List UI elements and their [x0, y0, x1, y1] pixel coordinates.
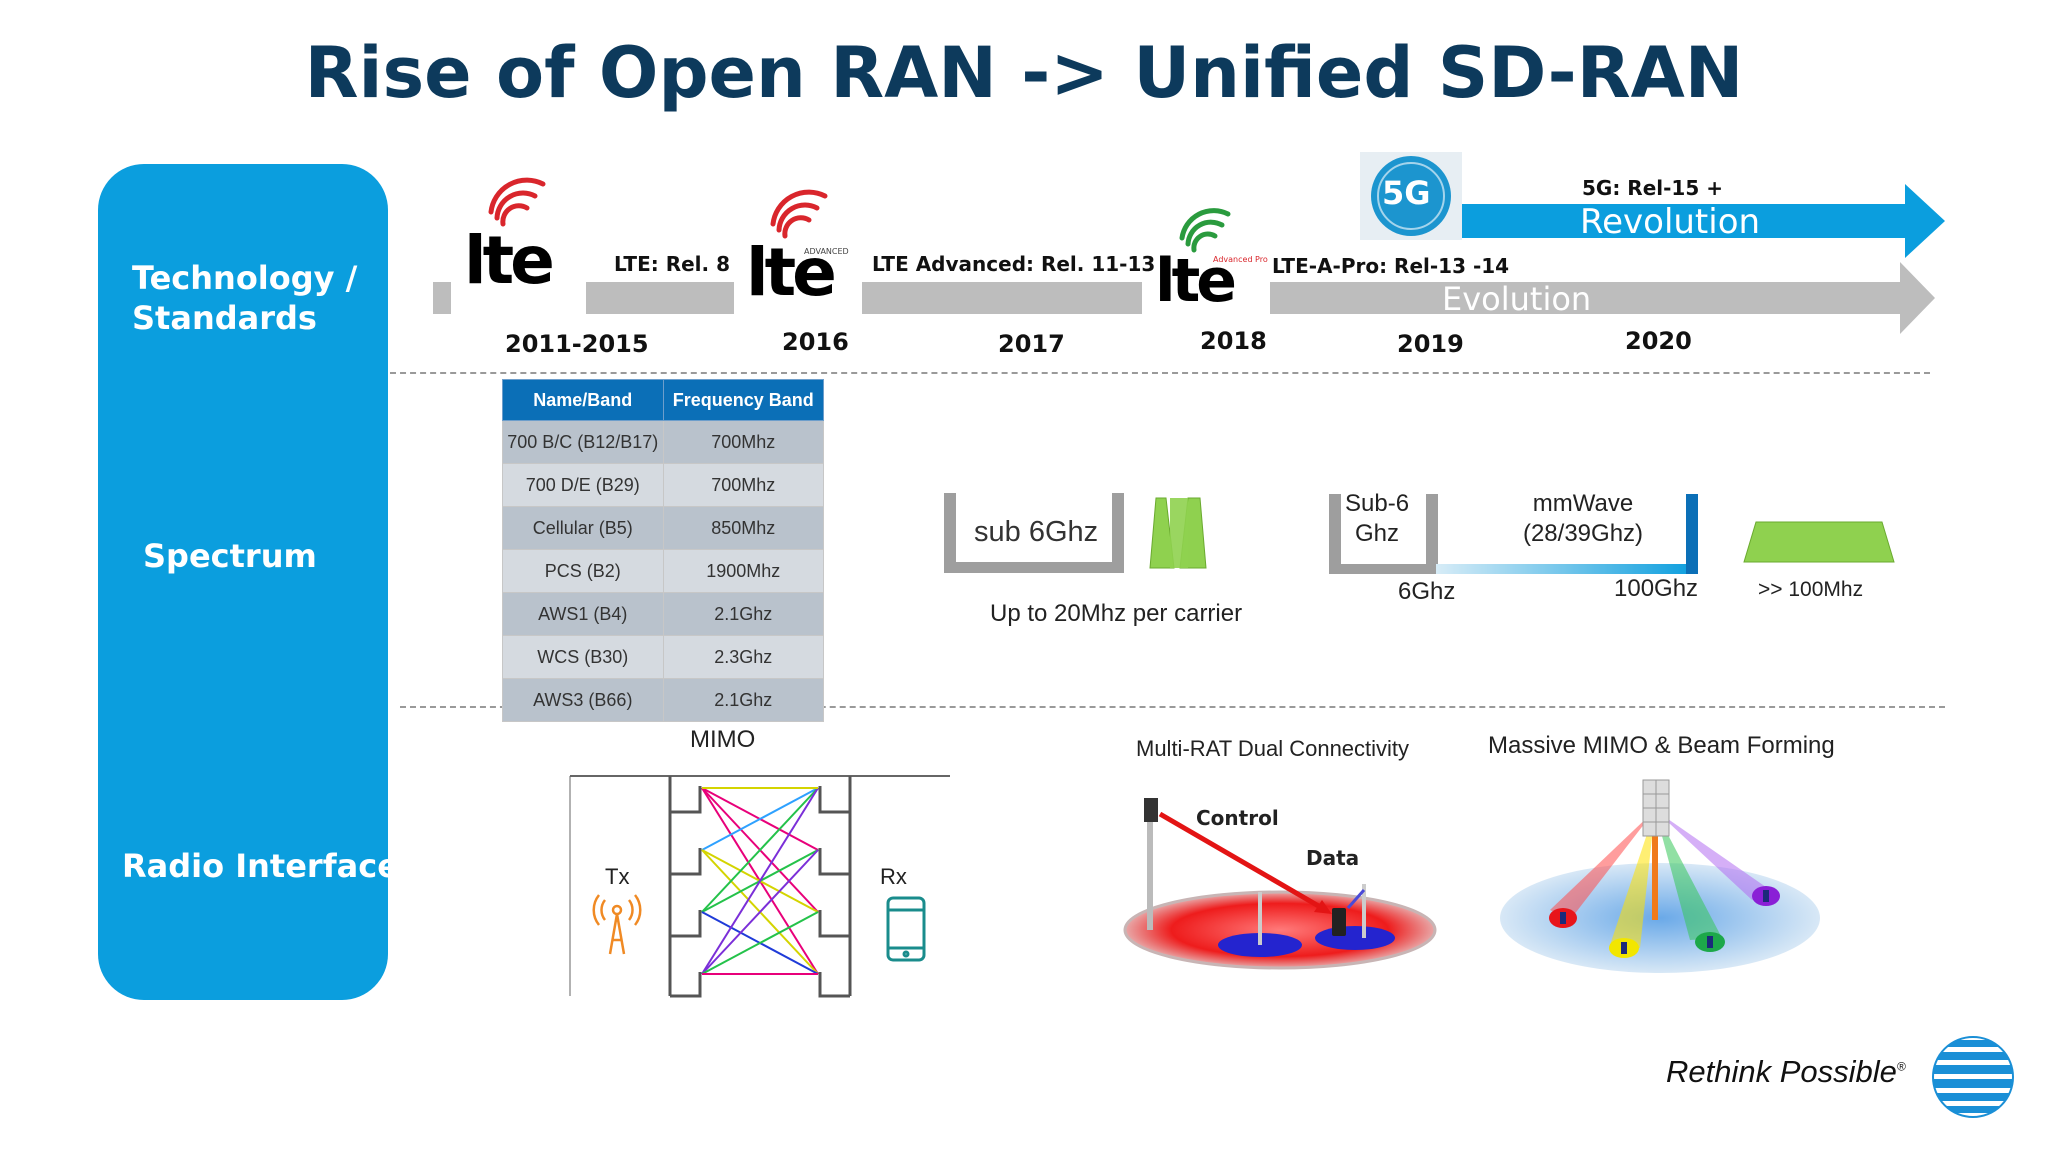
timeline-bar-lte-advanced [862, 282, 1142, 314]
sub6-bracket-left [944, 493, 956, 573]
segment-label-lte: LTE: Rel. 8 [614, 252, 730, 276]
table-header-name: Name/Band [502, 379, 664, 421]
page-title: Rise of Open RAN -> Unified SD-RAN [304, 32, 1744, 114]
massive-mimo-title: Massive MIMO & Beam Forming [1488, 732, 1835, 759]
lte-logo-3-badge: Advanced Pro [1213, 255, 1268, 264]
table-row: AWS3 (B66) 2.1Ghz [502, 678, 825, 722]
macro-coverage-area [1123, 890, 1437, 970]
row-labels-panel [98, 164, 388, 1000]
sub6-bracket2-right [1426, 494, 1438, 574]
table-cell: WCS (B30) [502, 635, 664, 679]
lte-logo-2: lte [746, 234, 837, 311]
beam-purple [1655, 810, 1776, 900]
timeline-bar-start [433, 282, 451, 314]
timeline-graphic [433, 152, 1945, 334]
year-2019: 2019 [1397, 330, 1464, 358]
small-cell-area-2 [1315, 926, 1395, 950]
brand-tagline: Rethink Possible® [1666, 1054, 1906, 1089]
table-cell: 2.1Ghz [662, 678, 825, 722]
mimo-diagram [569, 774, 950, 998]
row-label-technology: Technology / Standards [132, 259, 358, 337]
sub6-bracket2-bottom [1329, 564, 1434, 574]
ue-phone-icon [1332, 908, 1346, 936]
year-2018: 2018 [1200, 327, 1267, 355]
lte-logo-1: lte [464, 222, 555, 299]
att-globe-logo-icon [1932, 1036, 2014, 1118]
control-label: Control [1196, 806, 1279, 830]
beam-red [1550, 810, 1655, 920]
rx-label: Rx [880, 864, 907, 889]
sub6-bracket-bottom [944, 562, 1124, 573]
label-over-100mhz: >> 100Mhz [1758, 578, 1864, 601]
separator-top [390, 372, 1930, 374]
tx-tower-icon [592, 894, 642, 955]
mimo-title: MIMO [690, 726, 756, 753]
year-2016: 2016 [782, 328, 849, 356]
table-cell: AWS3 (B66) [502, 678, 664, 722]
table-cell: 2.1Ghz [662, 592, 825, 636]
rx-phone-icon [886, 896, 926, 962]
tx-label: Tx [605, 864, 630, 889]
revolution-label: Revolution [1580, 202, 1761, 242]
mmwave-bar [1436, 564, 1696, 574]
data-link [1346, 889, 1366, 909]
lte-logo-2-badge: ADVANCED [804, 247, 849, 256]
sub6-label: Sub-6 Ghz [1345, 490, 1410, 547]
row-label-spectrum: Spectrum [143, 537, 317, 575]
year-2020: 2020 [1625, 327, 1692, 355]
5g-badge-circle [1371, 156, 1451, 236]
table-cell: 700 D/E (B29) [502, 463, 664, 507]
year-2017: 2017 [998, 330, 1065, 358]
table-row: PCS (B2) 1900Mhz [502, 549, 825, 593]
spectrum-graphic [944, 493, 1895, 574]
evolution-arrow [1270, 262, 1935, 334]
table-cell: 2.3Ghz [662, 635, 825, 679]
sub6-bracket-right [1112, 493, 1124, 573]
sub6-box-label: sub 6Ghz [974, 516, 1099, 548]
table-row: 700 B/C (B12/B17) 700Mhz [502, 420, 825, 464]
table-header-frequency: Frequency Band [662, 379, 825, 421]
table-cell: PCS (B2) [502, 549, 664, 593]
revolution-top-label: 5G: Rel-15 + [1582, 176, 1723, 200]
lte-logo-1-signal [488, 177, 546, 227]
control-link [1158, 811, 1324, 911]
macro-tower-antenna [1144, 798, 1158, 822]
multirat-diagram [1123, 798, 1437, 970]
label-6ghz: 6Ghz [1398, 578, 1456, 605]
year-2011-2015: 2011-2015 [505, 330, 649, 358]
registered-mark: ® [1896, 1059, 1906, 1074]
segment-label-lte-advanced: LTE Advanced: Rel. 11-13 [872, 252, 1156, 276]
wide-band-green [1743, 521, 1895, 563]
multirat-title: Multi-RAT Dual Connectivity [1136, 736, 1410, 761]
mmwave-bracket-right [1686, 494, 1698, 574]
table-cell: 700Mhz [662, 420, 825, 464]
lte-logo-2-signal [770, 189, 828, 239]
table-row: WCS (B30) 2.3Ghz [502, 635, 825, 679]
table-cell: 700 B/C (B12/B17) [502, 420, 664, 464]
lte-logo-3: lte [1155, 246, 1237, 316]
lte-logo-3-signal [1179, 208, 1231, 253]
timeline-bar-lte [586, 282, 734, 314]
carrier-note: Up to 20Mhz per carrier [990, 600, 1243, 627]
data-label: Data [1306, 846, 1360, 870]
segment-label-lte-a-pro: LTE-A-Pro: Rel-13 -14 [1272, 254, 1510, 278]
revolution-arrow [1462, 184, 1945, 258]
separator-bottom [400, 706, 1945, 708]
table-cell: 850Mhz [662, 506, 825, 550]
spectrum-band-table: Name/Band Frequency Band 700 B/C (B12/B1… [502, 379, 825, 722]
massive-mimo-diagram [1500, 779, 1820, 973]
beam-yellow [1610, 810, 1655, 948]
coverage-disc [1500, 863, 1820, 973]
table-cell: 1900Mhz [662, 549, 825, 593]
mmwave-label: mmWave (28/39Ghz) [1522, 490, 1644, 547]
sub6-bracket2-left [1329, 494, 1341, 574]
label-100ghz: 100Ghz [1614, 575, 1699, 602]
row-label-radio-interface: Radio Interface [122, 847, 399, 885]
evolution-label: Evolution [1442, 280, 1592, 318]
beam-green [1655, 810, 1722, 940]
5g-logo: 5G [1382, 174, 1431, 212]
